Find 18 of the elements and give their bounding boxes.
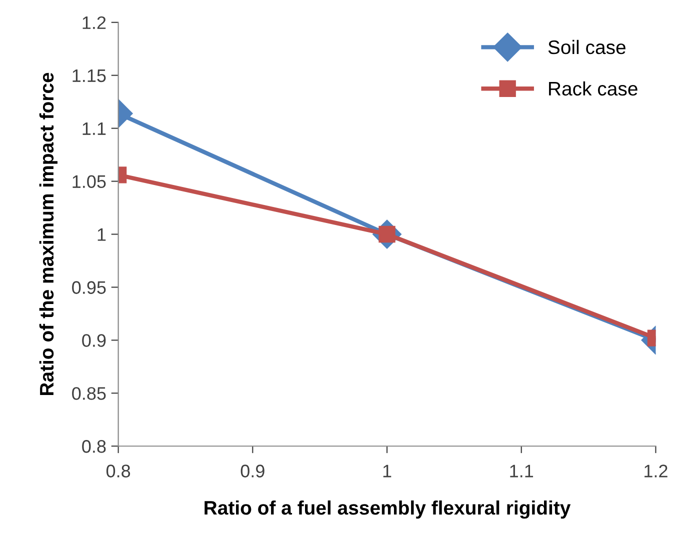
x-tick-label: 1 — [383, 464, 392, 478]
y-tick-label: 1 — [98, 228, 106, 241]
y-tick-label: 1.15 — [72, 69, 106, 82]
x-tick-label: 1.1 — [510, 464, 534, 478]
y-tick-label: 0.85 — [72, 387, 106, 400]
y-tick-label: 0.8 — [82, 440, 106, 453]
x-tick-label: 0.9 — [240, 464, 264, 478]
y-tick-label: 1.2 — [82, 16, 106, 29]
x-axis-title: Ratio of a fuel assembly flexural rigidity — [204, 500, 571, 519]
y-tick-label: 0.95 — [72, 281, 106, 294]
legend-label: Soil case — [548, 40, 626, 54]
legend-label: Rack case — [549, 81, 638, 96]
x-tick-label: 1.2 — [644, 464, 668, 478]
x-tick-label: 0.8 — [106, 464, 130, 478]
y-axis-title: Ratio of the maximum impact force — [39, 72, 58, 396]
y-tick-label: 0.9 — [82, 334, 106, 347]
y-tick-label: 1.1 — [82, 122, 106, 135]
y-tick-label: 1.05 — [72, 175, 106, 188]
